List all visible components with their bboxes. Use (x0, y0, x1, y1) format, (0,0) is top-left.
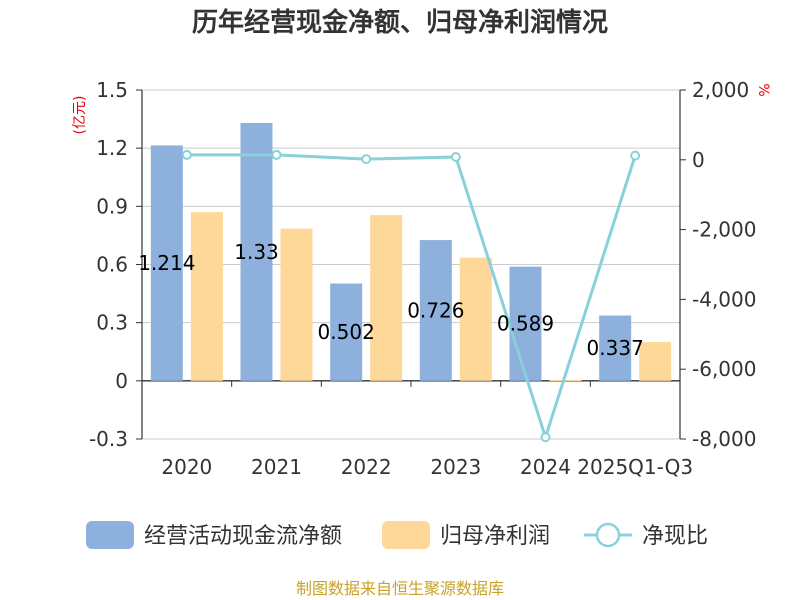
bar-cashflow[interactable] (240, 122, 273, 381)
left-tick-label: 1.5 (96, 78, 128, 102)
left-tick-label: -0.3 (89, 427, 128, 451)
left-tick-label: 0.9 (96, 194, 128, 218)
right-tick-label: 0 (692, 148, 705, 172)
ratio-point[interactable] (361, 154, 372, 165)
bar-net-profit[interactable] (459, 257, 492, 381)
x-tick-label: 2025Q1-Q3 (577, 455, 693, 479)
legend-marker[interactable] (595, 522, 621, 548)
axes: -0.3 0 0.3 0.6 0.9 1.2 1.5 -8,000 -6,000 -4,000 -2… (89, 78, 757, 479)
x-tick-label: 2023 (430, 455, 481, 479)
bar-cashflow[interactable] (330, 283, 363, 381)
bar-net-profit[interactable] (190, 212, 223, 381)
bar-cashflow[interactable] (509, 266, 542, 381)
ratio-point[interactable] (181, 149, 192, 160)
legend-label[interactable]: 归母净利润 (440, 524, 550, 549)
bar-cashflow[interactable] (599, 315, 632, 381)
bar-net-profit[interactable] (280, 228, 313, 381)
right-axis-unit: % (755, 83, 771, 96)
left-axis-unit: (亿元) (72, 96, 88, 135)
ratio-point[interactable] (271, 149, 282, 160)
ratio-point[interactable] (540, 432, 551, 443)
legend-swatch[interactable] (382, 521, 430, 549)
data-labels: 1.214 1.33 0.502 0.726 0.589 0.337 (138, 240, 644, 360)
bar-cashflow[interactable] (419, 240, 452, 381)
bar-data-label: 1.33 (234, 240, 279, 264)
legend-label[interactable]: 净现比 (642, 524, 708, 549)
ratio-line-path (186, 153, 637, 443)
right-tick-label: -8,000 (692, 427, 756, 451)
source-note: 制图数据来自恒生聚源数据库 (296, 579, 504, 598)
bar-data-label: 0.502 (318, 320, 375, 344)
right-tick-label: 2,000 (692, 78, 749, 102)
right-tick-label: -4,000 (692, 287, 756, 311)
bar-net-profit[interactable] (370, 215, 403, 381)
x-tick-label: 2022 (341, 455, 392, 479)
x-tick-label: 2021 (251, 455, 302, 479)
chart-title: 历年经营现金净额、归母净利润情况 (192, 7, 608, 38)
ratio-line (181, 149, 641, 443)
ratio-point[interactable] (450, 152, 461, 163)
bar-net-profit[interactable] (639, 342, 672, 381)
bar-data-label: 0.726 (407, 298, 464, 322)
legend-label[interactable]: 经营活动现金流净额 (144, 524, 342, 549)
left-tick-label: 0.3 (96, 311, 128, 335)
right-tick-label: -6,000 (692, 357, 756, 381)
right-tick-label: -2,000 (692, 218, 756, 242)
bar-data-label: 1.214 (138, 251, 195, 275)
bar-cashflow[interactable] (150, 145, 183, 381)
bar-data-label: 0.337 (587, 336, 644, 360)
left-tick-label: 1.2 (96, 136, 128, 160)
bars (150, 122, 672, 382)
ratio-point[interactable] (630, 150, 641, 161)
bar-data-label: 0.589 (497, 312, 554, 336)
bar-net-profit[interactable] (549, 380, 582, 382)
legend-swatch[interactable] (86, 521, 134, 549)
x-tick-label: 2024 (520, 455, 571, 479)
left-tick-label: 0 (115, 369, 128, 393)
left-tick-label: 0.6 (96, 253, 128, 277)
legend[interactable]: 经营活动现金流净额 归母净利润 净现比 (86, 521, 708, 549)
x-tick-label: 2020 (161, 455, 212, 479)
